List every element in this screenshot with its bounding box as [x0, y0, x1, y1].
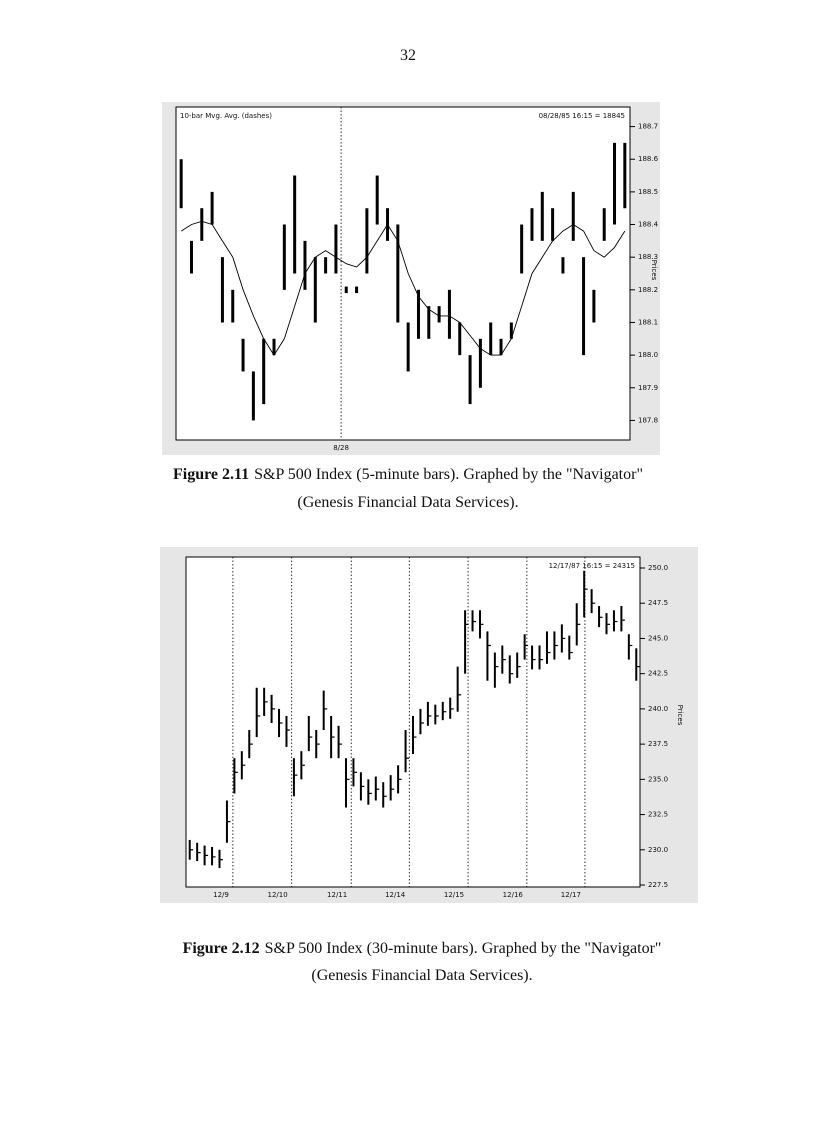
caption-label: Figure 2.11 [173, 466, 249, 483]
caption-text: S&P 500 Index (30-minute bars). Graphed … [265, 940, 662, 957]
x-tick-label: 12/9 [213, 891, 229, 899]
y-tick-label: 188.7 [638, 123, 658, 131]
chart: 187.8 187.9 188.0 188.1 188.2 188.3 188.4 188.5… [162, 102, 660, 455]
y-tick-label: 250.0 [648, 564, 668, 572]
caption-text: S&P 500 Index (5-minute bars). Graphed b… [254, 466, 643, 483]
y-tick-label: 227.5 [648, 881, 668, 889]
y-tick-label: 188.1 [638, 318, 658, 326]
y-tick-label: 188.6 [638, 155, 659, 163]
x-tick-label: 12/14 [385, 891, 406, 899]
caption-line: Figure 2.11 S&P 500 Index (5-minute bars)… [173, 466, 643, 483]
y-tick-label: 240.0 [648, 705, 668, 713]
chart: 227.5 230.0 232.5 235.0 237.5 240.0 242.5 245.0… [160, 547, 698, 903]
y-tick-label: 235.0 [648, 775, 668, 783]
x-tick-label: 12/15 [444, 891, 464, 899]
y-tick-label: 188.0 [638, 351, 658, 359]
y-axis-label: Prices [676, 705, 684, 726]
x-tick-label: 12/11 [327, 891, 347, 899]
x-tick-label: 8/28 [333, 444, 349, 452]
moving-average [180, 220, 626, 356]
x-tick-label: 12/17 [561, 891, 581, 899]
y-tick-label: 188.4 [638, 221, 659, 229]
x-tick-label: 12/16 [503, 891, 524, 899]
caption-line: Figure 2.12 S&P 500 Index (30-minute bars… [183, 940, 662, 957]
y-tick-label: 245.0 [648, 634, 668, 642]
caption-line: (Genesis Financial Data Services). [297, 494, 518, 511]
y-tick-label: 188.5 [638, 188, 658, 196]
y-tick-label: 232.5 [648, 811, 668, 819]
annotation: 10-bar Mvg. Avg. (dashes) [180, 112, 272, 120]
y-tick-label: 188.3 [638, 253, 658, 261]
y-tick-label: 242.5 [648, 670, 668, 678]
y-tick-label: 237.5 [648, 740, 668, 748]
y-tick-label: 187.8 [638, 416, 658, 424]
annotation: 08/28/85 16:15 = 18845 [539, 112, 625, 120]
y-tick-label: 247.5 [648, 599, 668, 607]
annotation: 12/17/87 16:15 = 24315 [549, 562, 635, 570]
y-axis-label: Prices [650, 260, 658, 281]
y-tick-label: 188.2 [638, 286, 658, 294]
plot-area [175, 106, 631, 441]
y-tick-label: 230.0 [648, 846, 668, 854]
page-number: 32 [400, 47, 416, 64]
x-tick-label: 12/10 [267, 891, 287, 899]
caption-label: Figure 2.12 [183, 940, 260, 957]
caption-line: (Genesis Financial Data Services). [311, 967, 532, 984]
plot-area [185, 556, 641, 888]
y-tick-label: 187.9 [638, 384, 658, 392]
